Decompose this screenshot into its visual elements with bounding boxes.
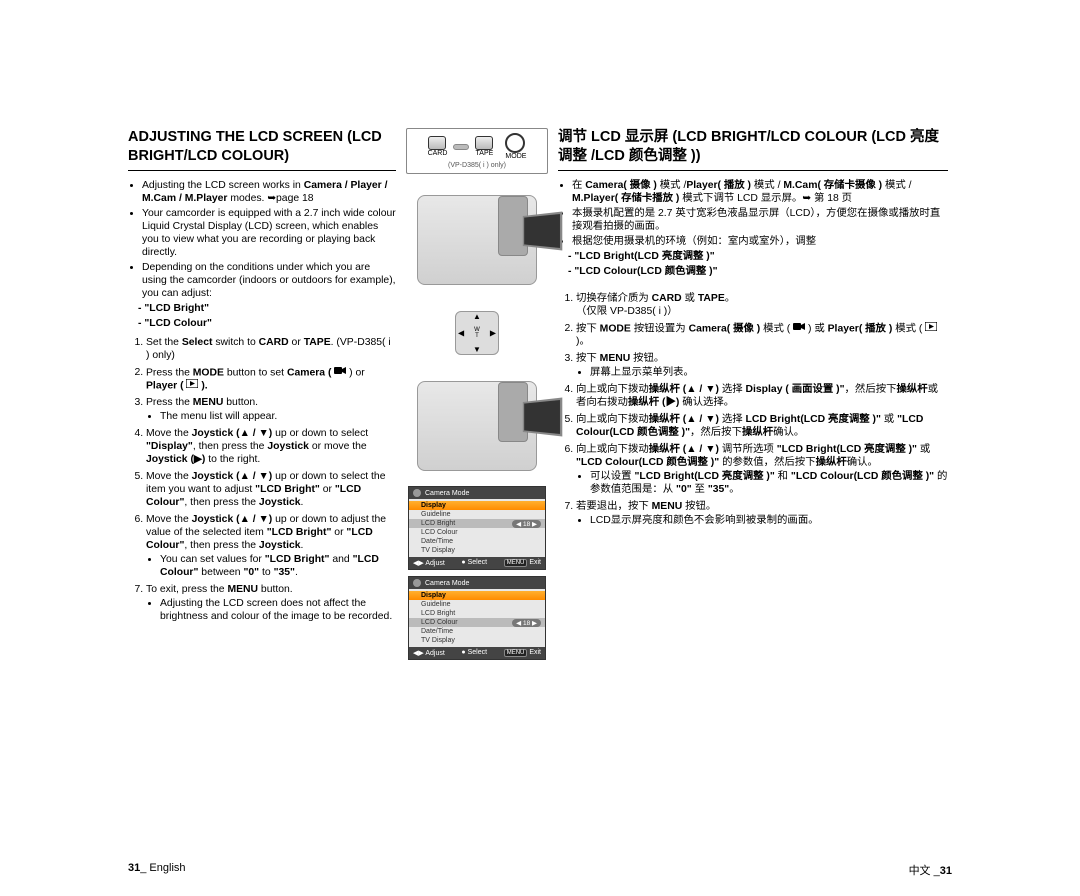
menu-screenshot-1: Camera Mode DisplayGuidelineLCD Bright◀ … (408, 486, 546, 570)
menu-item: LCD Colour◀ 18 ▶ (409, 618, 545, 627)
menu-item: Display (409, 591, 545, 600)
menu2-adjust: ◀▶ Adjust (413, 649, 445, 657)
step-6-sub: You can set values for "LCD Bright" and … (160, 553, 396, 579)
menu-item: LCD Bright◀ 18 ▶ (409, 519, 545, 528)
camera-icon (413, 489, 421, 497)
lang-left: _ English (140, 862, 185, 874)
diagram-camera-1 (406, 180, 548, 300)
menu2-title: Camera Mode (425, 580, 469, 587)
menu2-select: ● Select (461, 649, 487, 657)
menu-item: Guideline (409, 600, 545, 609)
menu-item: Guideline (409, 510, 545, 519)
r-step-3-sub: 屏幕上显示菜单列表。 (590, 366, 948, 379)
step-5: Move the Joystick (▲ / ▼) up or down to … (146, 470, 396, 509)
camera-icon (334, 366, 346, 379)
page-footer: 31_ English 中文 _31 (128, 862, 952, 878)
r-step-7-sub: LCD显示屏亮度和颜色不会影响到被录制的画面。 (590, 514, 948, 527)
menu-item: Date/Time (409, 627, 545, 636)
menu1-title: Camera Mode (425, 490, 469, 497)
r-step-5: 向上或向下拨动操纵杆 (▲ / ▼) 选择 LCD Bright(LCD 亮度调… (576, 413, 948, 439)
step-7-sub: Adjusting the LCD screen does not affect… (160, 597, 396, 623)
label-mode: MODE (505, 153, 526, 160)
camera-icon (793, 322, 805, 335)
r-bullet-conditions: 根据您使用摄录机的环境（例如：室内或室外），调整 (572, 235, 948, 248)
r-step-2: 按下 MODE 按钮设置为 Camera( 摄像 ) 模式 ( ) 或 Play… (576, 322, 948, 348)
diagram-switch: CARD TAPE MODE (VP-D385( i ) only) (406, 128, 548, 174)
label-card: CARD (428, 150, 448, 157)
menu-item: Display (409, 501, 545, 510)
column-english: ADJUSTING THE LCD SCREEN (LCD BRIGHT/LCD… (128, 128, 396, 666)
menu-item: TV Display (409, 546, 545, 555)
label-only: (VP-D385( i ) only) (428, 162, 527, 169)
heading-right: 调节 LCD 显示屏 (LCD BRIGHT/LCD COLOUR (LCD 亮… (558, 128, 948, 171)
page-num-right: 31 (940, 865, 952, 877)
bullet-conditions: Depending on the conditions under which … (142, 261, 396, 300)
menu-item: LCD Colour (409, 528, 545, 537)
bullet-equipped: Your camcorder is equipped with a 2.7 in… (142, 207, 396, 259)
player-icon (925, 322, 937, 335)
menu2-exit-btn: MENU (504, 649, 528, 657)
column-chinese: 调节 LCD 显示屏 (LCD BRIGHT/LCD COLOUR (LCD 亮… (558, 128, 948, 666)
step-1: Set the Select switch to CARD or TAPE. (… (146, 336, 396, 362)
heading-left: ADJUSTING THE LCD SCREEN (LCD BRIGHT/LCD… (128, 128, 396, 171)
step-6: Move the Joystick (▲ / ▼) up or down to … (146, 513, 396, 579)
r-bullet-equipped: 本摄录机配置的是 2.7 英寸宽彩色液晶显示屏（LCD），方便您在摄像或播放时直… (572, 207, 948, 233)
menu1-exit: Exit (529, 559, 541, 566)
r-step-6: 向上或向下拨动操纵杆 (▲ / ▼) 调节所选项 "LCD Bright(LCD… (576, 443, 948, 496)
menu-item: TV Display (409, 636, 545, 645)
r-step-1: 切换存储介质为 CARD 或 TAPE。（仅限 VP-D385( i )） (576, 292, 948, 318)
manual-page: ADJUSTING THE LCD SCREEN (LCD BRIGHT/LCD… (128, 128, 952, 666)
step-3: Press the MENU button. The menu list wil… (146, 396, 396, 423)
menu1-exit-btn: MENU (504, 559, 528, 567)
r-step-7: 若要退出，按下 MENU 按钮。 LCD显示屏亮度和颜色不会影响到被录制的画面。 (576, 500, 948, 527)
step-4: Move the Joystick (▲ / ▼) up or down to … (146, 427, 396, 466)
r-step-3: 按下 MENU 按钮。 屏幕上显示菜单列表。 (576, 352, 948, 379)
sub-lcdbright: "LCD Bright" (150, 302, 396, 315)
step-2: Press the MODE button to set Camera ( ) … (146, 366, 396, 393)
r-sub-lcdcolour: "LCD Colour(LCD 颜色调整 )" (580, 265, 948, 278)
menu2-exit: Exit (529, 649, 541, 656)
step-3-sub: The menu list will appear. (160, 410, 396, 423)
diagram-joystick: ▲▼ ◀▶ WT (406, 300, 548, 366)
menu-item: LCD Bright (409, 609, 545, 618)
diagram-camera-2 (406, 366, 548, 486)
menu-screenshot-2: Camera Mode DisplayGuidelineLCD BrightLC… (408, 576, 546, 660)
menu-item: Date/Time (409, 537, 545, 546)
page-num-left: 31 (128, 862, 140, 874)
r-sub-lcdbright: "LCD Bright(LCD 亮度调整 )" (580, 250, 948, 263)
step-7: To exit, press the MENU button. Adjustin… (146, 583, 396, 623)
menu1-select: ● Select (461, 559, 487, 567)
player-icon (186, 379, 198, 392)
label-tape: TAPE (475, 150, 493, 157)
camera-icon (413, 579, 421, 587)
r-step-4: 向上或向下拨动操纵杆 (▲ / ▼) 选择 Display ( 画面设置 )"，… (576, 383, 948, 409)
r-bullet-modes: 在 Camera( 摄像 ) 模式 /Player( 播放 ) 模式 / M.C… (572, 179, 948, 205)
lang-right: 中文 _ (909, 865, 940, 877)
sub-lcdcolour: "LCD Colour" (150, 317, 396, 330)
column-diagrams: CARD TAPE MODE (VP-D385( i ) only) (406, 128, 548, 666)
r-step-6-sub: 可以设置 "LCD Bright(LCD 亮度调整 )" 和 "LCD Colo… (590, 470, 948, 496)
bullet-modes: Adjusting the LCD screen works in Camera… (142, 179, 396, 205)
menu1-adjust: ◀▶ Adjust (413, 559, 445, 567)
